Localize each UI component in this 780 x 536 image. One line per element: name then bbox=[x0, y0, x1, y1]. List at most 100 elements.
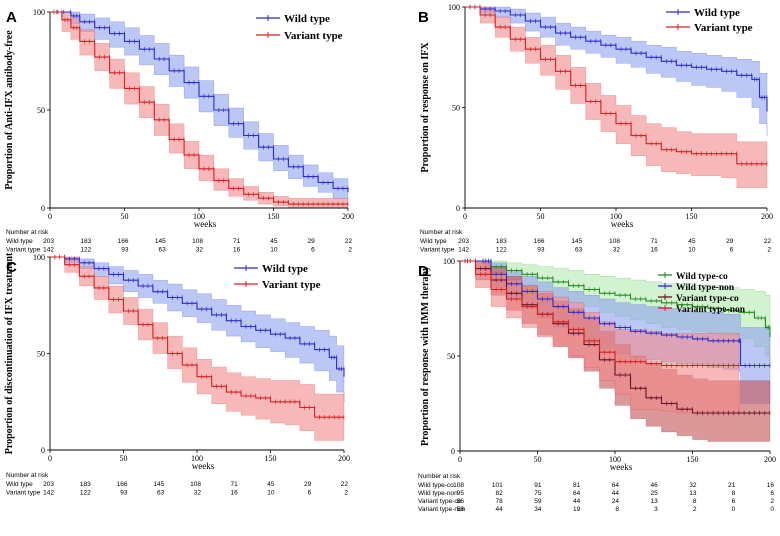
y-axis-label: Proportion of response with IMM therapy bbox=[420, 266, 431, 446]
risk-count: 3 bbox=[654, 506, 658, 513]
risk-count: 32 bbox=[194, 490, 202, 497]
legend-label: Wild type-co bbox=[676, 272, 728, 282]
panel-letter: D bbox=[418, 263, 429, 280]
x-axis-label: weeks bbox=[194, 219, 217, 229]
risk-row-label: Wild type bbox=[420, 238, 447, 245]
ci-band-c-0 bbox=[50, 256, 345, 402]
risk-count: 101 bbox=[492, 482, 503, 489]
risk-count: 2 bbox=[770, 498, 774, 505]
y-tick-label: 50 bbox=[452, 104, 460, 113]
panel-letter: B bbox=[418, 9, 429, 26]
risk-row-label: Variant type-co bbox=[418, 498, 462, 505]
censor-marks-c-1 bbox=[54, 254, 345, 420]
risk-table-header: Number at risk bbox=[6, 472, 49, 479]
legend: Wild type Variant type bbox=[666, 7, 753, 34]
y-tick-label: 0 bbox=[41, 446, 45, 455]
x-tick-label: 100 bbox=[609, 455, 621, 464]
risk-count: 183 bbox=[80, 238, 91, 245]
censor-marks-a-1 bbox=[53, 9, 349, 207]
y-axis-label: Proportion of response on IFX bbox=[420, 42, 431, 173]
risk-count: 8 bbox=[732, 490, 736, 497]
x-tick-label: 0 bbox=[463, 212, 467, 221]
risk-count: 16 bbox=[231, 490, 239, 497]
x-axis-label: weeks bbox=[192, 461, 215, 471]
risk-row-label: Variant type bbox=[6, 490, 41, 497]
risk-count: 6 bbox=[730, 247, 734, 254]
risk-count: 46 bbox=[651, 482, 659, 489]
risk-count: 166 bbox=[118, 238, 129, 245]
x-axis-label: weeks bbox=[611, 219, 634, 229]
risk-count: 16 bbox=[233, 247, 241, 254]
legend-label: Variant type-non bbox=[676, 305, 746, 315]
risk-count: 32 bbox=[196, 247, 204, 254]
risk-row-label: Wild type-non bbox=[418, 490, 458, 497]
risk-count: 6 bbox=[770, 490, 774, 497]
risk-count: 10 bbox=[270, 247, 278, 254]
risk-count: 183 bbox=[496, 238, 507, 245]
panel-letter: A bbox=[6, 9, 17, 26]
risk-count: 108 bbox=[192, 238, 203, 245]
risk-count: 44 bbox=[612, 490, 620, 497]
risk-count: 22 bbox=[345, 238, 353, 245]
risk-count: 8 bbox=[615, 506, 619, 513]
legend: Wild type Variant type bbox=[234, 263, 321, 291]
risk-row-label: Wild type bbox=[6, 481, 33, 488]
risk-count: 145 bbox=[571, 238, 582, 245]
y-tick-label: 50 bbox=[37, 106, 45, 115]
risk-table-header: Number at risk bbox=[418, 473, 461, 480]
risk-count: 95 bbox=[457, 490, 465, 497]
risk-count: 6 bbox=[308, 490, 312, 497]
x-tick-label: 0 bbox=[458, 455, 462, 464]
censor-marks-d-1 bbox=[467, 258, 771, 368]
x-tick-label: 150 bbox=[265, 454, 277, 463]
risk-count: 59 bbox=[534, 498, 542, 505]
censor-marks-d-3 bbox=[464, 258, 740, 368]
y-tick-label: 100 bbox=[33, 8, 45, 17]
risk-count: 203 bbox=[43, 481, 54, 488]
y-tick-label: 0 bbox=[451, 447, 455, 456]
risk-count: 10 bbox=[688, 247, 696, 254]
risk-count: 24 bbox=[612, 498, 620, 505]
x-tick-label: 50 bbox=[120, 454, 128, 463]
risk-count: 78 bbox=[496, 498, 504, 505]
x-tick-label: 0 bbox=[48, 454, 52, 463]
risk-count: 108 bbox=[190, 481, 201, 488]
risk-row-label: Variant type bbox=[420, 247, 455, 254]
x-tick-label: 200 bbox=[342, 212, 354, 221]
risk-count: 2 bbox=[767, 247, 771, 254]
risk-count: 71 bbox=[651, 238, 659, 245]
risk-row-label: Wild type-co bbox=[418, 482, 454, 489]
y-tick-label: 100 bbox=[448, 3, 460, 12]
censor-marks-c-0 bbox=[54, 254, 345, 372]
risk-count: 16 bbox=[767, 482, 775, 489]
x-tick-label: 200 bbox=[338, 454, 350, 463]
y-tick-label: 0 bbox=[41, 204, 45, 213]
risk-count: 93 bbox=[120, 490, 128, 497]
risk-count: 29 bbox=[308, 238, 316, 245]
risk-count: 44 bbox=[573, 498, 581, 505]
risk-count: 71 bbox=[231, 481, 239, 488]
x-tick-label: 50 bbox=[121, 212, 129, 221]
ci-band-b-0 bbox=[465, 6, 768, 136]
risk-count: 142 bbox=[43, 490, 54, 497]
risk-count: 29 bbox=[304, 481, 312, 488]
risk-count: 63 bbox=[159, 247, 167, 254]
risk-count: 22 bbox=[341, 481, 349, 488]
risk-count: 25 bbox=[651, 490, 659, 497]
x-tick-label: 200 bbox=[764, 455, 776, 464]
risk-count: 86 bbox=[457, 498, 465, 505]
risk-count: 64 bbox=[573, 490, 581, 497]
y-tick-label: 50 bbox=[37, 350, 45, 359]
x-tick-label: 100 bbox=[610, 212, 622, 221]
risk-count: 75 bbox=[534, 490, 542, 497]
risk-count: 8 bbox=[693, 498, 697, 505]
x-tick-label: 150 bbox=[686, 212, 698, 221]
risk-count: 45 bbox=[270, 238, 278, 245]
risk-count: 32 bbox=[689, 482, 697, 489]
x-tick-label: 150 bbox=[268, 212, 280, 221]
